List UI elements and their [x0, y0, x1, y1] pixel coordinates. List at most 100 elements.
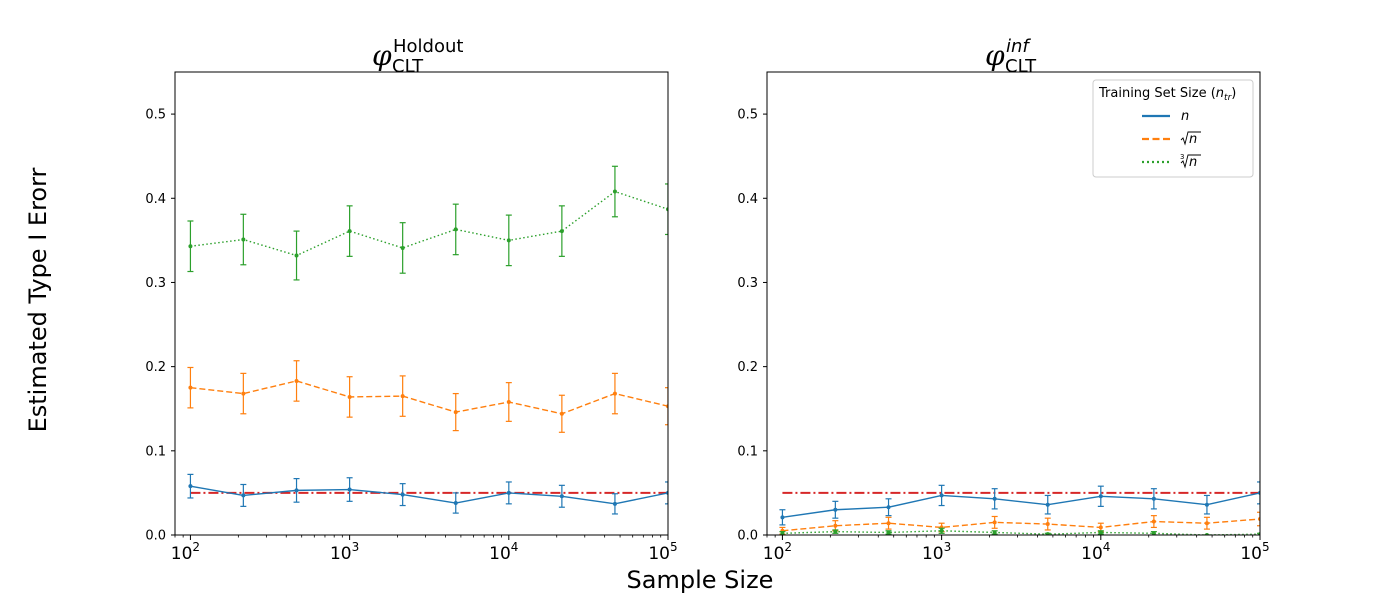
data-point [506, 238, 511, 243]
y-tick-label: 0.3 [737, 276, 758, 291]
data-point [559, 411, 564, 416]
legend-root-index: 3 [1180, 153, 1184, 161]
panel-title-superscript: Holdout [393, 36, 463, 57]
data-point [241, 493, 246, 498]
data-point [612, 391, 617, 396]
data-point [886, 521, 891, 526]
y-tick-label: 0.5 [737, 108, 758, 123]
series-line-sqrt [782, 518, 1260, 532]
data-point [1151, 519, 1156, 524]
x-tick-label: 102 [171, 540, 200, 564]
data-point [992, 496, 997, 501]
axes-frame [766, 71, 1261, 536]
data-point [992, 530, 997, 535]
x-tick-label: 104 [1081, 540, 1110, 564]
data-point [1045, 522, 1050, 527]
series-n [187, 473, 668, 515]
data-point [612, 189, 617, 194]
y-tick-label: 0.0 [737, 529, 758, 544]
data-point [1098, 525, 1103, 530]
data-point [833, 523, 838, 528]
series-cbrt [779, 527, 1260, 535]
y-tick-label: 0.2 [737, 360, 758, 375]
data-point [400, 492, 405, 497]
panel-title: φ [985, 39, 1005, 72]
panel-title-subscript: CLT [392, 56, 424, 77]
legend-radical [1180, 154, 1201, 169]
x-tick-label: 105 [1240, 540, 1269, 564]
x-axis-label: Sample Size [627, 566, 774, 594]
y-tick-label: 0.0 [145, 529, 166, 544]
data-point [1098, 530, 1103, 535]
data-point [1098, 494, 1103, 499]
data-point [1045, 502, 1050, 507]
series-line-cbrt [190, 190, 668, 257]
plot-area [187, 165, 668, 515]
data-point [347, 487, 352, 492]
data-point [612, 501, 617, 506]
panel-title-subscript: CLT [1005, 56, 1037, 77]
x-tick-label: 105 [648, 540, 677, 564]
series-sqrt [187, 360, 668, 433]
legend-label: n [1181, 109, 1189, 124]
panel-title: φ [372, 39, 392, 72]
series-sqrt [779, 511, 1260, 535]
chart-panel-inf: φ inf CLT 0.0 0.1 0.2 0.3 0.4 0.5 102 103 104 105 [737, 36, 1269, 564]
data-point [294, 488, 299, 493]
data-point [886, 530, 891, 535]
y-tick-label: 0.4 [737, 192, 758, 207]
axes-frame [174, 71, 669, 536]
data-point [400, 394, 405, 399]
y-tick-label: 0.1 [737, 444, 758, 459]
panel-title-superscript: inf [1006, 36, 1031, 57]
data-point [833, 507, 838, 512]
data-point [1045, 532, 1050, 535]
y-axis-label: Estimated Type I Erorr [24, 167, 52, 432]
data-point [347, 394, 352, 399]
x-tick-label: 103 [922, 540, 951, 564]
chart-panel-holdout: φ Holdout CLT 0.0 0.1 0.2 0.3 0.4 0.5 102 103 10… [145, 36, 677, 564]
data-point [1204, 521, 1209, 526]
legend-title: Training Set Size (ntr) [1098, 86, 1236, 103]
series-line-sqrt [190, 380, 668, 415]
data-point [780, 531, 785, 535]
data-point [833, 529, 838, 534]
data-point [992, 520, 997, 525]
y-tick-label: 0.2 [145, 360, 166, 375]
data-point [188, 385, 193, 390]
data-point [1151, 496, 1156, 501]
data-point [400, 245, 405, 250]
y-tick-label: 0.3 [145, 276, 166, 291]
y-tick-label: 0.4 [145, 192, 166, 207]
data-point [939, 493, 944, 498]
data-point [294, 253, 299, 258]
data-point [559, 229, 564, 234]
legend: Training Set Size (ntr) nn3 n [1092, 79, 1254, 178]
data-point [453, 410, 458, 415]
data-point [453, 501, 458, 506]
data-point [241, 237, 246, 242]
legend-radical [1180, 131, 1201, 146]
data-point [506, 490, 511, 495]
data-point [453, 227, 458, 232]
series-line-cbrt [782, 530, 1260, 535]
series-cbrt [187, 165, 668, 281]
y-tick-label: 0.5 [145, 108, 166, 123]
plot-area [779, 481, 1260, 535]
data-point [939, 528, 944, 533]
series-line-n [190, 485, 668, 505]
data-point [506, 399, 511, 404]
data-point [347, 229, 352, 234]
data-point [886, 505, 891, 510]
data-point [1204, 502, 1209, 507]
data-point [1151, 531, 1156, 535]
data-point [559, 494, 564, 499]
data-point [241, 391, 246, 396]
series-n [779, 481, 1260, 526]
x-tick-label: 103 [330, 540, 359, 564]
legend-box [1092, 79, 1254, 178]
series-line-n [782, 492, 1260, 519]
y-tick-label: 0.1 [145, 444, 166, 459]
legend-label: n [1189, 132, 1197, 147]
